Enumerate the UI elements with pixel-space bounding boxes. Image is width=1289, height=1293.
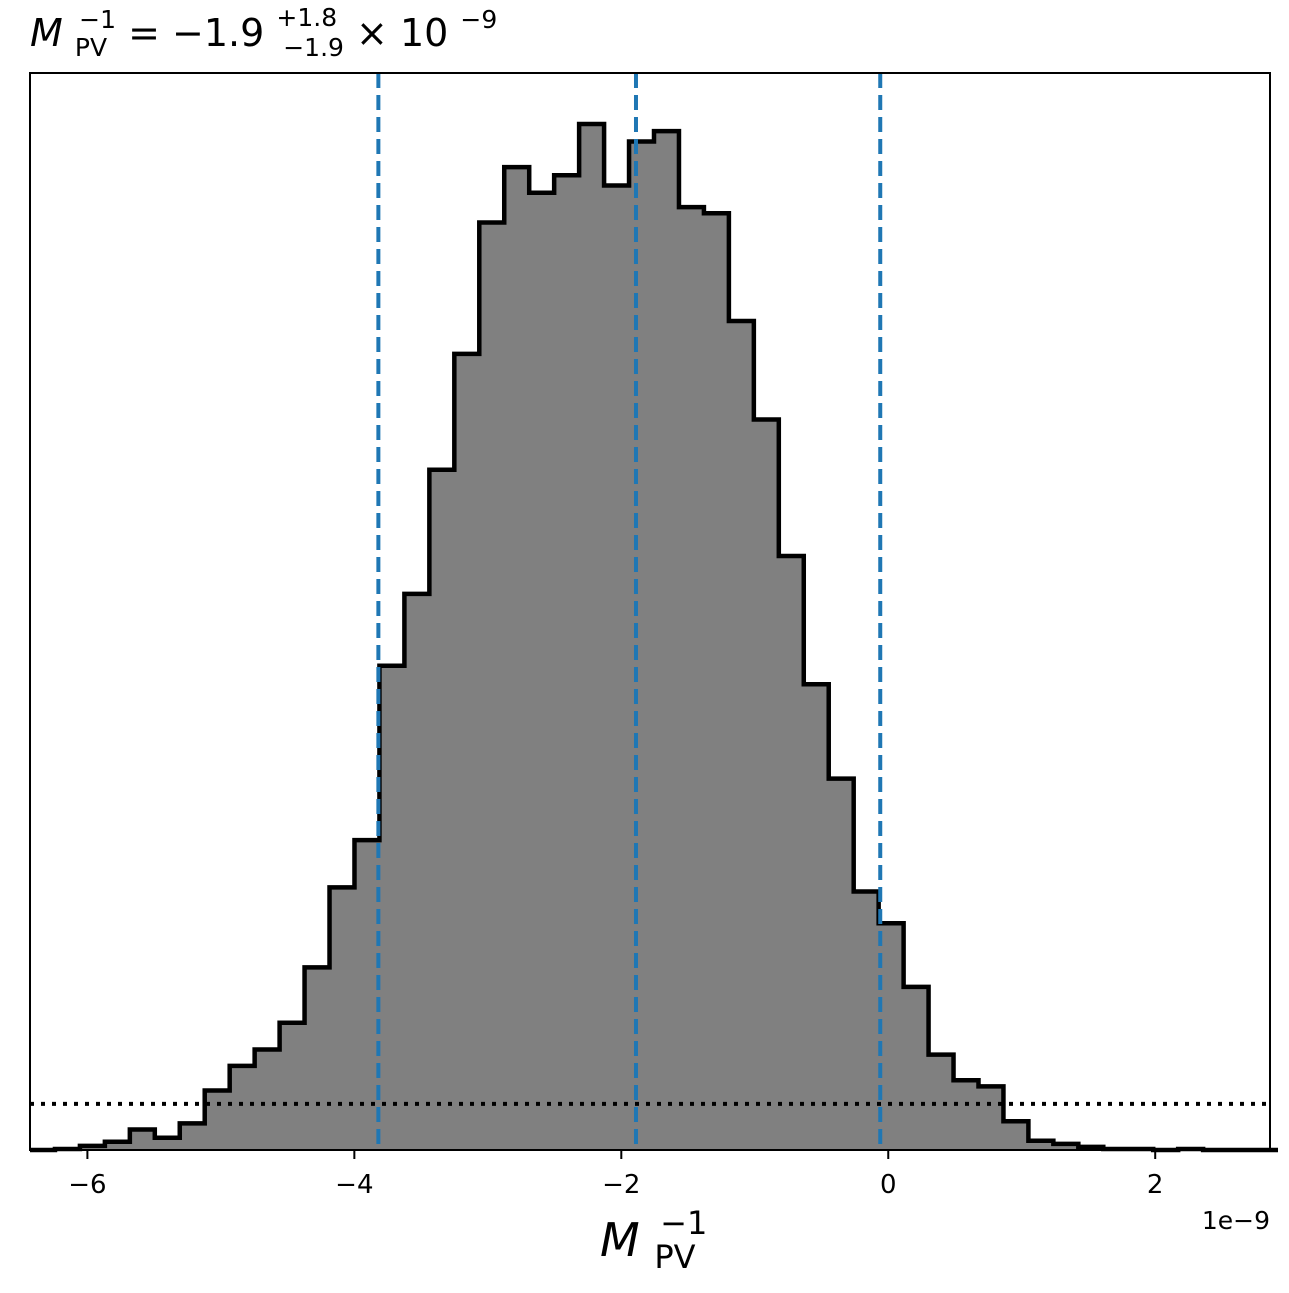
- histogram-bar: [179, 1123, 206, 1150]
- x-tick-label: −6: [68, 1170, 106, 1200]
- histogram-bar: [678, 207, 705, 1150]
- histogram-bar: [978, 1086, 1005, 1150]
- title-exp: −9: [460, 5, 497, 34]
- histogram-bar: [104, 1141, 131, 1150]
- x-tick-label: 2: [1147, 1170, 1164, 1200]
- x-axis-label: M PV −1: [600, 1204, 710, 1279]
- x-tick-label: −4: [335, 1170, 373, 1200]
- axis-offset-text: 1e−9: [1202, 1206, 1270, 1235]
- histogram-bar: [753, 419, 780, 1150]
- x-tick-label: −2: [602, 1170, 640, 1200]
- title-sup: −1: [79, 5, 116, 34]
- histogram-bar: [454, 353, 480, 1151]
- histogram-bar: [504, 167, 530, 1151]
- histogram-bar: [853, 891, 880, 1150]
- histogram-bar: [903, 986, 930, 1150]
- credible-interval-lines: [376, 73, 883, 1150]
- x-tick-label: 0: [880, 1170, 897, 1200]
- histogram-bar: [129, 1129, 156, 1150]
- histogram-bar: [654, 131, 680, 1150]
- histogram-bar: [279, 1022, 306, 1150]
- histogram-bar: [579, 124, 605, 1150]
- title-err-minus: −1.9: [283, 33, 344, 62]
- histogram-bar: [1003, 1121, 1030, 1150]
- histogram-bar: [429, 469, 455, 1151]
- histogram-bar: [629, 141, 655, 1150]
- histogram-bar: [329, 887, 356, 1150]
- chart-title: M PV −1 = −1.9 +1.8 −1.9 × 10 −9: [30, 0, 497, 65]
- histogram-bar: [404, 593, 430, 1150]
- histogram-bar: [703, 213, 730, 1151]
- histogram-bar: [529, 192, 555, 1150]
- xlabel-sup: −1: [660, 1204, 707, 1242]
- title-symbol: M: [30, 11, 63, 55]
- title-err-plus: +1.8: [276, 3, 337, 32]
- histogram-bar: [604, 185, 630, 1150]
- x-axis-ticks: −6 −4 −2 0 2: [68, 1150, 1163, 1200]
- plot-frame: [29, 72, 1271, 1151]
- histogram-bar: [1028, 1140, 1054, 1150]
- histogram-bar: [354, 840, 381, 1150]
- histogram-bar: [953, 1080, 980, 1150]
- xlabel-symbol: M: [600, 1213, 640, 1267]
- title-eq: = −1.9: [128, 11, 264, 55]
- histogram-bar: [803, 684, 830, 1150]
- histogram-bar: [204, 1090, 231, 1150]
- xlabel-sub: PV: [654, 1238, 695, 1276]
- histogram-outline: [30, 121, 1279, 1153]
- histogram-bar: [728, 320, 755, 1150]
- histogram-bars: [54, 124, 1204, 1151]
- histogram-bar: [878, 923, 905, 1150]
- histogram-bar: [379, 665, 406, 1150]
- histogram-bar: [229, 1065, 256, 1150]
- histogram-bar: [304, 967, 331, 1150]
- title-times: × 10: [356, 11, 448, 55]
- histogram-bar: [778, 555, 805, 1150]
- histogram-bar: [828, 778, 855, 1150]
- histogram-bar: [554, 175, 580, 1151]
- histogram-bar: [154, 1137, 181, 1150]
- histogram-bar: [254, 1049, 281, 1150]
- histogram-bar: [479, 222, 505, 1151]
- histogram-bar: [1053, 1143, 1079, 1150]
- title-sub: PV: [75, 33, 107, 62]
